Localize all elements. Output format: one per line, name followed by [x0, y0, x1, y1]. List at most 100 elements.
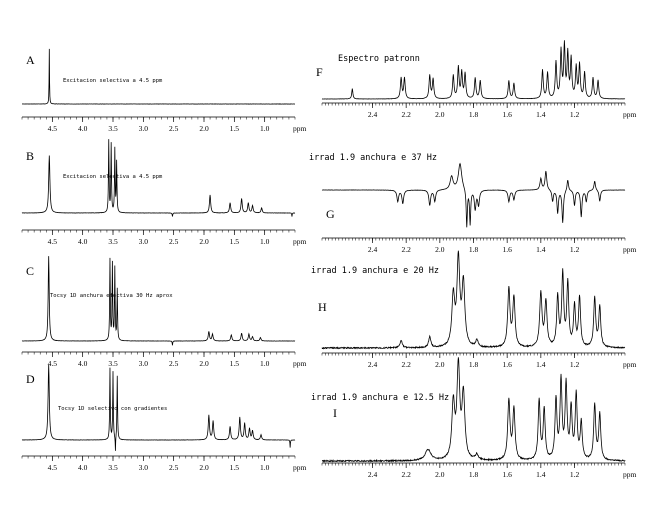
axis-tick-label: 1.2	[570, 110, 580, 119]
axis-tick-label: 1.0	[260, 124, 270, 133]
axis-tick-label: 1.4	[536, 245, 546, 254]
axis-tick-label: 1.2	[570, 470, 580, 479]
axis-tick-label: 2.5	[169, 359, 179, 368]
axis-unit-label: ppm	[623, 360, 637, 369]
axis-unit-label: ppm	[623, 470, 637, 479]
axis-tick-label: 1.8	[469, 110, 479, 119]
spectrum-trace	[21, 48, 296, 105]
axis-tick-label: 2.5	[169, 237, 179, 246]
panel-note: irrad 1.9 anchura e 12.5 Hz	[311, 393, 449, 403]
axis-tick-label: 2.4	[368, 360, 378, 369]
axis-unit-label: ppm	[293, 359, 307, 368]
panel-note: irrad 1.9 anchura e 20 Hz	[311, 266, 439, 276]
axis-tick-label: 4.5	[48, 124, 58, 133]
axis-tick-label: 4.0	[78, 237, 88, 246]
axis-unit-label: ppm	[293, 237, 307, 246]
axis-tick-label: 2.2	[401, 360, 411, 369]
axis-tick-label: 1.8	[469, 470, 479, 479]
spectrum-trace	[321, 250, 626, 350]
axis-tick-label: 3.0	[139, 359, 149, 368]
axis-tick-label: 2.0	[435, 245, 445, 254]
axis-tick-label: 1.0	[260, 359, 270, 368]
axis-tick-label: 1.2	[570, 245, 580, 254]
axis-tick-label: 1.6	[502, 110, 512, 119]
axis-tick-label: 1.4	[536, 360, 546, 369]
axis-tick-label: 3.5	[108, 463, 118, 472]
axis-tick-label: 3.0	[139, 124, 149, 133]
spectrum-trace	[321, 162, 626, 228]
panel-letter: D	[26, 372, 35, 386]
axis-tick-label: 2.2	[401, 245, 411, 254]
axis-tick-label: 1.6	[502, 360, 512, 369]
axis-tick-label: 4.5	[48, 463, 58, 472]
panel-letter: H	[318, 300, 327, 314]
axis-tick-label: 1.5	[230, 463, 240, 472]
axis-tick-label: 1.5	[230, 359, 240, 368]
axis-tick-label: 2.0	[199, 237, 209, 246]
panel-letter: B	[26, 149, 34, 163]
axis-tick-label: 1.6	[502, 470, 512, 479]
axis-tick-label: 2.5	[169, 124, 179, 133]
axis-tick-label: 1.4	[536, 110, 546, 119]
axis-tick-label: 2.5	[169, 463, 179, 472]
axis-tick-label: 4.0	[78, 463, 88, 472]
axis-unit-label: ppm	[293, 124, 307, 133]
panel-letter: A	[26, 53, 35, 67]
axis-unit-label: ppm	[293, 463, 307, 472]
axis-tick-label: 2.2	[401, 470, 411, 479]
axis-unit-label: ppm	[623, 110, 637, 119]
axis-unit-label: ppm	[623, 245, 637, 254]
axis-tick-label: 3.5	[108, 237, 118, 246]
spectrum-trace	[21, 139, 296, 217]
spectrum-panel-b: B Excitacion selectiva a 4.5 ppm 4.5 4.0 3.5…	[21, 139, 307, 246]
panel-note: Excitacion selectiva a 4.5 ppm	[63, 78, 163, 84]
axis-tick-label: 1.2	[570, 360, 580, 369]
axis-tick-label: 4.0	[78, 124, 88, 133]
axis-tick-label: 2.0	[199, 359, 209, 368]
axis-tick-label: 4.5	[48, 359, 58, 368]
spectrum-trace	[21, 256, 296, 346]
panel-note: irrad 1.9 anchura e 37 Hz	[309, 153, 437, 163]
panel-letter: G	[326, 207, 335, 221]
axis-tick-label: 3.0	[139, 463, 149, 472]
axis-tick-label: 1.8	[469, 360, 479, 369]
spectrum-trace	[321, 357, 626, 463]
spectrum-panel-c: C Tocsy 1D anchura efectiva 30 Hz aprox 4.…	[21, 256, 307, 368]
panel-note: Tocsy 1D anchura efectiva 30 Hz aprox	[50, 293, 173, 299]
panel-letter: I	[333, 406, 337, 420]
axis-tick-label: 1.4	[536, 470, 546, 479]
axis-tick-label: 2.0	[199, 463, 209, 472]
axis-tick-label: 2.0	[435, 470, 445, 479]
axis-tick-label: 2.4	[368, 470, 378, 479]
axis-tick-label: 2.0	[435, 110, 445, 119]
panel-letter: F	[316, 65, 323, 79]
axis-tick-label: 3.5	[108, 124, 118, 133]
axis-tick-label: 1.5	[230, 124, 240, 133]
axis-tick-label: 4.0	[78, 359, 88, 368]
axis-tick-label: 3.5	[108, 359, 118, 368]
axis-tick-label: 2.4	[368, 245, 378, 254]
spectrum-trace	[21, 364, 296, 451]
axis-tick-label: 3.0	[139, 237, 149, 246]
axis-tick-label: 2.2	[401, 110, 411, 119]
axis-tick-label: 2.4	[368, 110, 378, 119]
panel-note: Excitacion selectiva a 4.5 ppm	[63, 174, 163, 180]
spectrum-panel-a: A Excitacion selectiva a 4.5 ppm 4.5 4.0 3.5…	[21, 48, 307, 133]
axis-tick-label: 1.8	[469, 245, 479, 254]
axis-tick-label: 1.5	[230, 237, 240, 246]
axis-tick-label: 1.6	[502, 245, 512, 254]
spectrum-trace	[321, 40, 626, 100]
axis-tick-label: 4.5	[48, 237, 58, 246]
axis-tick-label: 2.0	[435, 360, 445, 369]
axis-tick-label: 1.0	[260, 463, 270, 472]
axis-tick-label: 2.0	[199, 124, 209, 133]
panel-note: Espectro patronn	[338, 54, 420, 64]
spectrum-panel-f: F Espectro patronn 2.4 2.2 2.0 1.8 1.6 1.4 1.2 pp…	[316, 40, 637, 119]
panel-letter: C	[26, 264, 34, 278]
axis-tick-label: 1.0	[260, 237, 270, 246]
